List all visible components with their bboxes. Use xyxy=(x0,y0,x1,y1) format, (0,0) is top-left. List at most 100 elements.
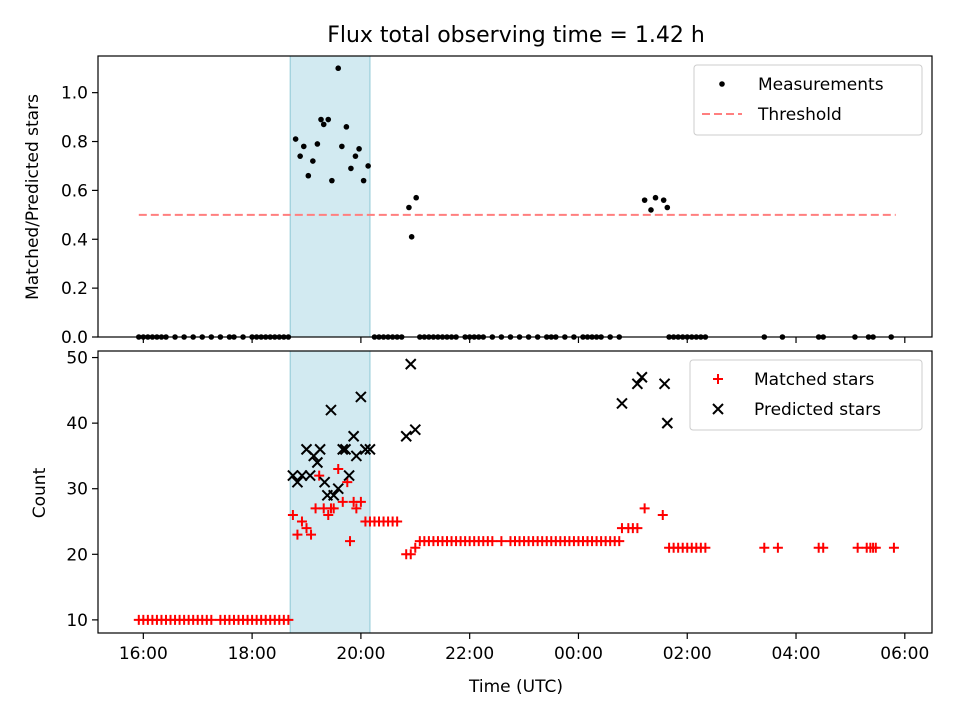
series-matched-stars xyxy=(133,464,899,625)
data-point xyxy=(356,146,362,152)
bottom-y-axis-label: Count xyxy=(30,467,50,518)
data-point xyxy=(406,204,412,211)
data-point xyxy=(352,153,359,159)
legend-label: Threshold xyxy=(757,105,842,125)
data-point xyxy=(660,197,667,203)
data-point xyxy=(335,65,342,72)
data-point xyxy=(351,503,362,514)
x-tick-label: 18:00 xyxy=(228,644,277,664)
data-point xyxy=(345,536,356,547)
bottom-panel: 10 20 30 40 50 16:00 18:00 20:00 22:00 00:00 02:00… xyxy=(66,349,933,664)
data-point xyxy=(641,197,648,203)
chart-title: Flux total observing time = 1.42 h xyxy=(327,23,705,48)
x-tick-label: 22:00 xyxy=(445,644,494,664)
legend-label: Measurements xyxy=(758,75,884,95)
data-point xyxy=(314,443,326,456)
data-point xyxy=(323,509,334,520)
data-point xyxy=(332,483,344,495)
top-panel: 0.0 0.2 0.4 0.6 0.8 1.0 Measurements Threshold xyxy=(61,55,933,348)
data-point xyxy=(870,542,881,553)
data-point xyxy=(327,489,340,501)
data-point xyxy=(818,542,829,553)
legend-label: Matched stars xyxy=(754,370,874,390)
data-point xyxy=(636,371,648,383)
data-point xyxy=(759,542,770,553)
data-point xyxy=(287,509,298,520)
data-point xyxy=(888,542,899,553)
y-tick-label: 10 xyxy=(66,611,88,631)
legend-box xyxy=(693,64,923,136)
data-point xyxy=(343,469,355,482)
data-point xyxy=(206,614,217,625)
data-point xyxy=(355,391,367,403)
shaded-span xyxy=(289,55,371,338)
data-point xyxy=(487,536,498,547)
legend-marker xyxy=(712,403,724,415)
top-y-axis-label: Matched/Predicted stars xyxy=(23,94,43,300)
data-point xyxy=(350,450,363,462)
data-point xyxy=(772,542,783,553)
data-point xyxy=(287,469,299,482)
data-point xyxy=(310,158,316,164)
data-point xyxy=(658,378,671,390)
y-tick-label: 0.0 xyxy=(61,328,88,348)
legend-marker xyxy=(713,374,723,384)
x-tick-label: 20:00 xyxy=(336,644,385,664)
data-point xyxy=(291,476,304,488)
data-point xyxy=(392,516,403,527)
y-tick-label: 30 xyxy=(66,480,88,500)
data-point xyxy=(410,542,421,553)
data-point xyxy=(365,163,371,169)
data-point xyxy=(304,469,316,482)
data-point xyxy=(364,443,376,456)
data-point xyxy=(296,516,307,527)
data-point xyxy=(325,116,332,123)
series-predicted-stars xyxy=(287,358,674,501)
data-point xyxy=(311,456,324,469)
y-tick-label: 0.4 xyxy=(61,230,88,250)
x-tick-label: 04:00 xyxy=(772,644,821,664)
data-point xyxy=(616,397,628,410)
data-point xyxy=(314,141,321,147)
data-point xyxy=(300,143,307,150)
data-point xyxy=(333,464,344,475)
x-tick-label: 02:00 xyxy=(663,644,712,664)
data-point xyxy=(329,177,335,184)
data-point xyxy=(496,536,507,547)
data-point xyxy=(631,378,644,390)
data-point xyxy=(328,503,339,514)
y-tick-label: 40 xyxy=(66,414,88,434)
y-tick-label: 50 xyxy=(66,349,88,369)
data-point xyxy=(648,207,654,213)
data-point xyxy=(400,430,412,442)
data-point xyxy=(337,443,349,456)
y-tick-label: 1.0 xyxy=(61,84,88,104)
data-point xyxy=(355,496,366,507)
legend-box xyxy=(689,359,923,431)
data-point xyxy=(360,177,367,184)
data-point xyxy=(305,172,312,179)
x-tick-label: 06:00 xyxy=(880,644,929,664)
data-point xyxy=(632,523,643,534)
data-point xyxy=(283,614,294,625)
x-axis-label: Time (UTC) xyxy=(468,677,563,697)
data-point xyxy=(700,542,711,553)
data-point xyxy=(347,430,360,442)
legend-marker xyxy=(719,81,725,87)
data-point xyxy=(405,358,417,370)
data-point xyxy=(296,469,308,482)
x-tick-label: 00:00 xyxy=(554,644,603,664)
x-tick-label: 16:00 xyxy=(119,644,168,664)
data-point xyxy=(339,143,345,150)
plot-frame xyxy=(97,350,933,634)
legend: Measurements Threshold xyxy=(693,64,923,136)
data-point xyxy=(405,549,416,560)
data-point xyxy=(408,234,415,240)
data-point xyxy=(292,136,299,142)
data-point xyxy=(339,443,352,456)
data-point xyxy=(852,542,863,553)
y-tick-label: 0.6 xyxy=(61,181,88,201)
data-point xyxy=(292,529,303,540)
data-point xyxy=(320,121,327,128)
